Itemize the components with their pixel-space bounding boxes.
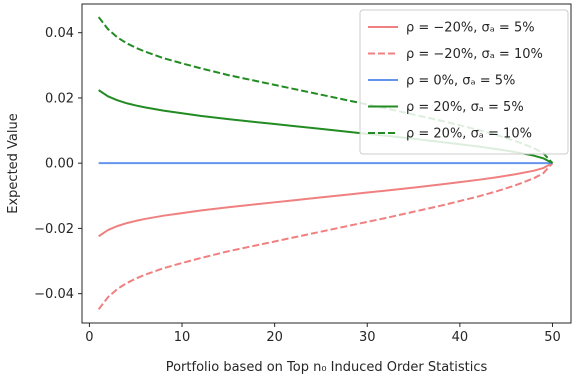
y-tick-label: −0.02: [34, 222, 74, 237]
y-tick-label: 0.02: [45, 91, 74, 106]
series-line-2: [97, 162, 554, 310]
y-tick-label: −0.04: [34, 287, 74, 302]
x-tick-label: 40: [452, 330, 469, 345]
x-tick-label: 10: [174, 330, 191, 345]
y-axis-label: Expected Value: [6, 113, 21, 213]
legend-label-4: ρ = 20%, σₐ = 5%: [406, 100, 524, 115]
series-layer: [97, 16, 554, 310]
legend: ρ = −20%, σₐ = 5% ρ = −20%, σₐ = 10% ρ = 0…: [359, 9, 569, 155]
series-line-5: [97, 16, 554, 164]
x-tick-label: 30: [359, 330, 376, 345]
x-axis: 0 10 20 30 40 50: [85, 323, 561, 345]
legend-label-1: ρ = −20%, σₐ = 5%: [406, 21, 535, 36]
y-tick-label: 0.00: [45, 157, 74, 172]
x-tick-label: 50: [544, 330, 561, 345]
y-tick-label: 0.04: [45, 26, 74, 41]
y-axis: −0.04 −0.02 0.00 0.02 0.04: [34, 26, 82, 302]
x-axis-label: Portfolio based on Top n₀ Induced Order …: [166, 360, 488, 375]
legend-box: [359, 9, 569, 155]
legend-label-3: ρ = 0%, σₐ = 5%: [406, 74, 515, 89]
x-tick-label: 0: [85, 330, 93, 345]
legend-label-5: ρ = 20%, σₐ = 10%: [406, 127, 532, 142]
series-line-1: [98, 162, 553, 238]
x-tick-label: 20: [266, 330, 283, 345]
legend-label-2: ρ = −20%, σₐ = 10%: [406, 47, 543, 62]
